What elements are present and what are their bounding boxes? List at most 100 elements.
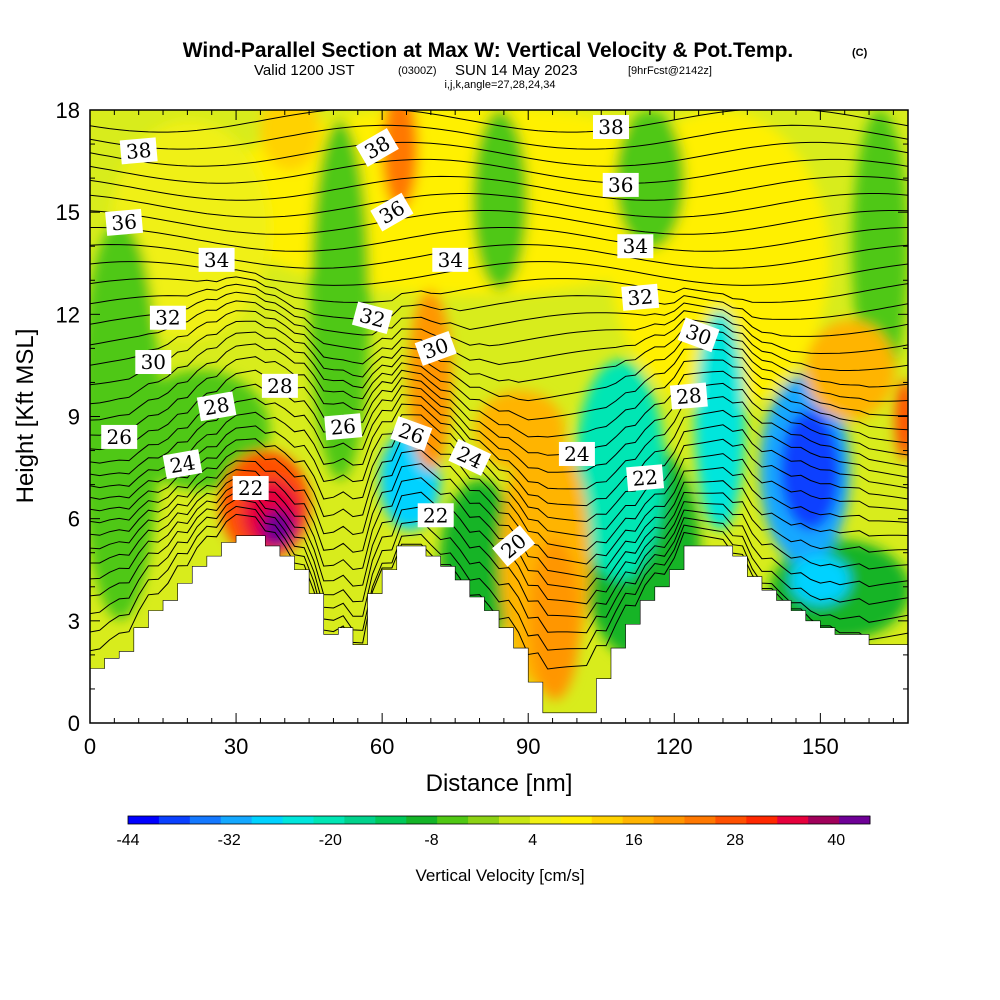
colorbar-swatch bbox=[313, 816, 345, 824]
w-region bbox=[780, 410, 840, 530]
isentrope-label-text: 24 bbox=[564, 442, 589, 466]
isentrope-line bbox=[90, 210, 908, 235]
colorbar-swatch bbox=[468, 816, 500, 824]
y-tick-label: 6 bbox=[68, 507, 80, 532]
chart-title-mark: (C) bbox=[852, 47, 868, 59]
colorbar-swatch bbox=[128, 816, 160, 824]
params-line: i,j,k,angle=27,28,24,34 bbox=[444, 79, 555, 91]
valid-time: Valid 1200 JST bbox=[254, 62, 355, 79]
isentrope-label-bg bbox=[558, 441, 595, 466]
isentrope-line bbox=[90, 449, 908, 565]
isentrope-label-text: 32 bbox=[626, 284, 653, 310]
plot-area: 3836343230282624222826383634323026242220… bbox=[90, 110, 908, 723]
isentrope-line bbox=[90, 498, 908, 634]
isentrope-line bbox=[90, 369, 908, 456]
isentrope-label-text: 34 bbox=[438, 248, 463, 272]
isentrope-label: 36 bbox=[370, 192, 414, 232]
isentrope-label-bg bbox=[414, 330, 457, 366]
isentrope-label-bg bbox=[417, 503, 454, 528]
x-tick-label: 150 bbox=[802, 734, 839, 759]
isentrope-label-text: 34 bbox=[204, 248, 229, 272]
isentrope-line bbox=[90, 283, 908, 320]
isentrope-label-bg bbox=[626, 464, 665, 492]
isentrope-label: 36 bbox=[602, 172, 639, 197]
isentrope-label-text: 38 bbox=[598, 115, 623, 139]
colorbar-swatch bbox=[189, 816, 222, 824]
colorbar-swatch bbox=[344, 816, 376, 824]
isentrope-label: 22 bbox=[417, 503, 454, 528]
isentrope-label: 28 bbox=[196, 391, 237, 422]
colorbar-swatch bbox=[251, 816, 284, 824]
isentrope-label-bg bbox=[351, 301, 393, 334]
isentrope-label: 32 bbox=[149, 305, 186, 330]
isentrope-label-bg bbox=[198, 247, 235, 272]
isentrope-label-bg bbox=[355, 128, 399, 167]
colorbar-swatch bbox=[282, 816, 314, 824]
w-region bbox=[852, 110, 908, 390]
colorbar-tick-label: -20 bbox=[319, 832, 342, 849]
isentrope-line bbox=[90, 505, 908, 651]
y-tick-label: 12 bbox=[56, 302, 80, 327]
isentrope-line bbox=[90, 436, 908, 552]
colorbar-swatch bbox=[808, 816, 840, 824]
isentrope-label-text: 30 bbox=[141, 350, 166, 374]
isentrope-label-text: 34 bbox=[623, 234, 648, 258]
isentrope-label-bg bbox=[232, 476, 269, 501]
zulu-time: (0300Z) bbox=[398, 65, 437, 77]
isentrope-line bbox=[90, 276, 908, 303]
colorbar-swatch bbox=[499, 816, 531, 824]
isentrope-label: 28 bbox=[669, 382, 708, 410]
w-region bbox=[530, 540, 580, 700]
y-tick-label: 0 bbox=[68, 711, 80, 736]
isentrope-line bbox=[90, 175, 908, 201]
isentrope-line bbox=[90, 227, 908, 252]
isentrope-label-bg bbox=[119, 137, 158, 165]
isentrope-label-bg bbox=[105, 208, 144, 236]
terrain-mask bbox=[90, 535, 908, 723]
isentrope-label: 22 bbox=[626, 464, 665, 492]
isentrope-line bbox=[90, 414, 908, 523]
isentrope-label-text: 28 bbox=[675, 383, 702, 409]
colorbar-swatch bbox=[777, 816, 809, 824]
isentrope-line bbox=[90, 291, 908, 337]
colorbar-swatch bbox=[437, 816, 469, 824]
isentrope-line bbox=[90, 310, 908, 371]
y-tick-label: 9 bbox=[68, 405, 80, 430]
isentrope-label: 30 bbox=[135, 350, 172, 375]
isentrope-line bbox=[90, 491, 908, 619]
isentrope-label-bg bbox=[592, 115, 629, 140]
w-region bbox=[310, 120, 370, 480]
w-region bbox=[472, 110, 528, 290]
colorbar-swatch bbox=[220, 816, 253, 824]
colorbar-swatch bbox=[560, 816, 593, 824]
isentrope-line bbox=[90, 141, 908, 167]
isentrope-label-text: 24 bbox=[168, 450, 197, 478]
isentrope-label: 26 bbox=[324, 413, 363, 441]
isentrope-label-bg bbox=[162, 449, 203, 480]
isentrope-label: 24 bbox=[558, 441, 595, 466]
isentrope-line bbox=[90, 193, 908, 218]
isentrope-label: 38 bbox=[592, 115, 629, 140]
isentrope-label-bg bbox=[617, 234, 654, 259]
colorbar: -44 -32 -20 -8 4 16 28 40 bbox=[116, 815, 871, 849]
x-axis: 0 30 60 90 120 150 bbox=[84, 110, 894, 759]
isentrope-label-bg bbox=[324, 413, 363, 441]
isentrope-label-bg bbox=[602, 172, 639, 197]
colorbar-label: Vertical Velocity [cm/s] bbox=[415, 866, 584, 885]
colorbar-swatch bbox=[375, 816, 407, 824]
isentrope-label-text: 26 bbox=[106, 425, 131, 449]
isentrope-label: 34 bbox=[198, 247, 235, 272]
isentrope-label-text: 28 bbox=[202, 392, 231, 420]
isentrope-line bbox=[90, 124, 908, 150]
y-tick-label: 15 bbox=[56, 200, 80, 225]
isentrope-label-bg bbox=[196, 391, 237, 422]
isentrope-line bbox=[90, 110, 908, 133]
isentrope-label-bg bbox=[149, 305, 186, 330]
isentropes bbox=[90, 110, 908, 670]
isentrope-label-bg bbox=[135, 350, 172, 375]
isentrope-line bbox=[90, 356, 908, 438]
w-region bbox=[895, 380, 908, 460]
isentrope-label-text: 22 bbox=[631, 465, 658, 491]
